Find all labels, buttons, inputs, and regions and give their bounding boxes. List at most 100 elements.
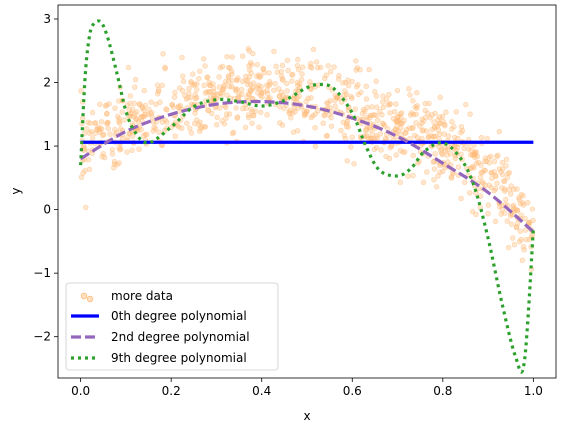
scatter-point [393, 118, 399, 124]
scatter-point [508, 221, 515, 227]
scatter-point [249, 87, 255, 93]
legend-item-2nd-degree: 2nd degree polynomial [71, 330, 250, 344]
scatter-point [219, 89, 225, 96]
scatter-point [325, 100, 331, 106]
scatter-point [246, 48, 252, 54]
scatter-point [172, 89, 178, 96]
scatter-point [513, 224, 520, 231]
scatter-point [180, 78, 187, 85]
scatter-point [104, 111, 110, 117]
x-axis: 0.0 0.2 0.4 0.6 0.8 1.0 [71, 378, 543, 398]
scatter-point [234, 77, 240, 83]
scatter-point [141, 87, 147, 94]
scatter-point [491, 158, 498, 165]
scatter-point [250, 50, 256, 57]
scatter-point [494, 153, 500, 160]
scatter-point [109, 151, 116, 157]
scatter-point [448, 175, 455, 181]
scatter-point [226, 84, 233, 90]
scatter-point [468, 147, 475, 153]
scatter-point [92, 120, 99, 126]
scatter-point [82, 167, 88, 174]
scatter-point [256, 124, 262, 130]
scatter-point [484, 135, 490, 142]
scatter-point [475, 159, 482, 166]
scatter-point [387, 101, 393, 108]
scatter-point [201, 56, 207, 62]
scatter-point [503, 163, 509, 169]
scatter-point [529, 206, 536, 212]
scatter-point [284, 57, 291, 63]
scatter-point [197, 68, 203, 74]
scatter-point [410, 98, 416, 104]
scatter-point [276, 93, 283, 99]
scatter-point [295, 66, 302, 73]
scatter-point [136, 101, 143, 107]
scatter-point [499, 185, 505, 191]
scatter-point [458, 124, 465, 130]
scatter-point [256, 86, 263, 92]
scatter-point [192, 91, 198, 98]
scatter-point [155, 91, 161, 97]
scatter-point [499, 159, 505, 166]
scatter-point [250, 112, 256, 119]
scatter-point [492, 218, 499, 225]
scatter-point [482, 158, 488, 165]
scatter-point [107, 131, 113, 137]
scatter-point [89, 109, 96, 116]
scatter-point [313, 59, 320, 65]
scatter-point [438, 150, 445, 157]
scatter-point [149, 109, 155, 116]
scatter-point [514, 207, 521, 214]
scatter-point [258, 109, 264, 115]
scatter-point [425, 134, 432, 140]
scatter-point [214, 91, 220, 98]
scatter-point [517, 200, 524, 207]
scatter-point [180, 73, 186, 79]
scatter-point [340, 119, 347, 126]
scatter-point [98, 119, 105, 125]
scatter-point [432, 110, 438, 117]
scatter-point [117, 126, 124, 132]
scatter-point [371, 146, 378, 152]
scatter-point [353, 58, 359, 64]
scatter-point [144, 131, 150, 138]
scatter-point [254, 61, 260, 68]
scatter-point [307, 79, 313, 85]
scatter-point [85, 119, 91, 126]
scatter-point [501, 178, 508, 184]
scatter-point [461, 145, 467, 152]
scatter-point [321, 75, 328, 82]
scatter-point [121, 117, 127, 123]
scatter-point [491, 187, 497, 194]
scatter-point [380, 104, 386, 111]
scatter-point [432, 124, 438, 130]
scatter-point [246, 63, 252, 69]
scatter-point [379, 112, 385, 118]
scatter-point [378, 147, 384, 153]
scatter-point [105, 125, 111, 132]
scatter-point [299, 71, 305, 77]
scatter-point [514, 220, 521, 227]
scatter-point [228, 83, 235, 90]
scatter-point [405, 173, 411, 179]
scatter-point [259, 94, 265, 100]
scatter-point [351, 161, 357, 167]
scatter-point [398, 110, 405, 116]
scatter-point [503, 156, 510, 163]
scatter-point [188, 80, 194, 86]
scatter-point [125, 64, 132, 71]
scatter-point [186, 90, 192, 96]
scatter-point [273, 63, 279, 70]
scatter-point [437, 94, 443, 101]
scatter-point [349, 95, 355, 101]
scatter-point [223, 78, 229, 85]
scatter-point [83, 126, 90, 132]
scatter-point [78, 174, 85, 180]
scatter-point [217, 65, 224, 71]
scatter-point [258, 90, 265, 96]
scatter-point [225, 64, 232, 71]
scatter-point [467, 111, 473, 117]
scatter-point [289, 71, 296, 78]
